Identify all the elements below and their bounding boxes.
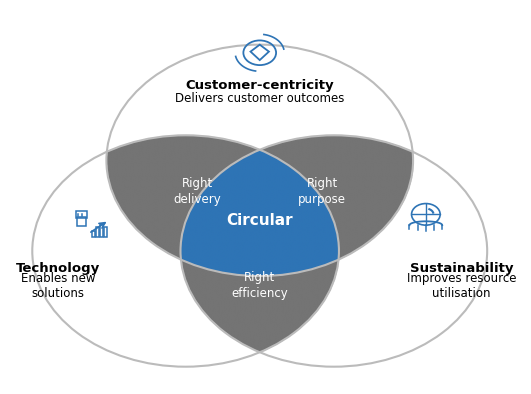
Text: Improves resource
utilisation: Improves resource utilisation — [407, 272, 516, 300]
Text: Customer-centricity: Customer-centricity — [185, 79, 334, 92]
Text: Sustainability: Sustainability — [410, 262, 513, 275]
Text: Delivers customer outcomes: Delivers customer outcomes — [175, 92, 345, 105]
Text: Right
efficiency: Right efficiency — [232, 271, 288, 300]
Text: Right
delivery: Right delivery — [174, 177, 221, 206]
Text: Technology: Technology — [16, 262, 100, 275]
Bar — [77, 217, 86, 226]
Text: Circular: Circular — [226, 213, 293, 228]
Bar — [105, 227, 107, 238]
Bar — [92, 230, 95, 238]
Bar — [96, 227, 99, 238]
Text: Enables new
solutions: Enables new solutions — [21, 272, 95, 300]
Bar — [100, 224, 104, 238]
Bar — [76, 211, 87, 218]
Text: Right
purpose: Right purpose — [298, 177, 346, 206]
